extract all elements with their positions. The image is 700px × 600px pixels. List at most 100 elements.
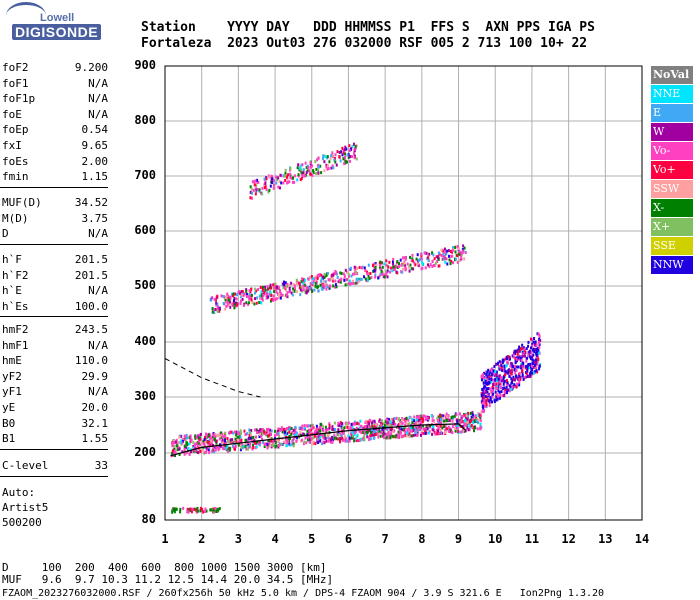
echo-point — [292, 428, 295, 432]
echo-point — [395, 264, 398, 268]
echo-point — [248, 296, 251, 300]
echo-point — [222, 447, 225, 451]
echo-point — [386, 418, 389, 422]
echo-point — [321, 432, 324, 436]
echo-point — [235, 430, 238, 434]
echo-point — [526, 364, 529, 368]
echo-point — [532, 340, 535, 344]
echo-point — [216, 305, 219, 309]
echo-point — [347, 155, 350, 159]
echo-point — [253, 180, 256, 184]
echo-point — [411, 417, 414, 421]
echo-point — [518, 355, 521, 359]
echo-point — [413, 415, 416, 419]
echo-point — [518, 383, 521, 387]
echo-point — [267, 190, 270, 194]
echo-point — [233, 302, 236, 306]
echo-point — [479, 414, 482, 418]
echo-point — [416, 433, 419, 437]
echo-point — [347, 152, 350, 156]
echo-point — [373, 430, 376, 434]
legend-e: E — [651, 104, 693, 122]
echo-point — [451, 250, 454, 254]
echo-point — [374, 275, 377, 279]
echo-point — [291, 293, 294, 297]
echo-point — [396, 265, 399, 269]
echo-point — [207, 440, 210, 444]
echo-point — [283, 283, 286, 287]
echo-point — [384, 420, 387, 424]
echo-point — [426, 416, 429, 420]
echo-point — [189, 507, 192, 511]
echo-point — [226, 292, 229, 296]
echo-point — [226, 301, 229, 305]
echo-point — [538, 341, 541, 345]
echo-point — [186, 509, 189, 513]
echo-point — [483, 371, 486, 375]
echo-point — [254, 428, 257, 432]
echo-point — [442, 419, 445, 423]
echo-point — [447, 418, 450, 422]
echo-point — [408, 415, 411, 419]
echo-point — [344, 439, 347, 443]
echo-point — [334, 153, 337, 157]
echo-point — [250, 298, 253, 302]
echo-point — [532, 359, 535, 363]
echo-point — [371, 424, 374, 428]
param-value: 100.0 — [74, 299, 108, 313]
echo-point — [254, 287, 257, 291]
echo-point — [314, 284, 317, 288]
echo-point — [171, 444, 174, 448]
echo-point — [197, 439, 200, 443]
echo-point — [237, 436, 240, 440]
echo-point — [235, 433, 238, 437]
echo-point — [396, 260, 399, 264]
echo-point — [454, 257, 457, 261]
echo-point — [315, 167, 318, 171]
echo-point — [285, 175, 288, 179]
footer-file-info: FZAOM_2023276032000.RSF / 260fx256h 50 k… — [2, 588, 605, 599]
echo-point — [300, 279, 303, 283]
echo-point — [238, 431, 241, 435]
echo-point — [436, 416, 439, 420]
echo-point — [390, 422, 393, 426]
echo-point — [259, 432, 262, 436]
echo-point — [366, 435, 369, 439]
echo-point — [446, 262, 449, 266]
echo-point — [321, 287, 324, 291]
echo-point — [238, 440, 241, 444]
echo-point — [500, 390, 503, 394]
echo-point — [215, 509, 218, 513]
echo-point — [330, 154, 333, 158]
echo-point — [251, 436, 254, 440]
echo-point — [280, 427, 283, 431]
echo-point — [247, 302, 250, 306]
param-he: h`E N/A — [2, 283, 108, 298]
echo-point — [351, 426, 354, 430]
echo-point — [359, 277, 362, 281]
echo-point — [274, 429, 277, 433]
echo-point — [231, 438, 234, 442]
echo-point — [333, 421, 336, 425]
echo-point — [312, 442, 315, 446]
echo-point — [262, 293, 265, 297]
echo-point — [333, 271, 336, 275]
echo-point — [403, 261, 406, 265]
echo-point — [371, 426, 374, 430]
echo-point — [250, 436, 253, 440]
echo-point — [463, 422, 466, 426]
echo-point — [260, 434, 263, 438]
echo-point — [448, 258, 451, 262]
echo-point — [328, 278, 331, 282]
param-hmf2: hmF2 243.5 — [2, 322, 108, 337]
echo-point — [498, 374, 501, 378]
echo-point — [241, 289, 244, 293]
echo-point — [533, 337, 536, 341]
echo-point — [233, 296, 236, 300]
echo-point — [257, 440, 260, 444]
echo-point — [533, 370, 536, 374]
echo-point — [286, 177, 289, 181]
echo-point — [503, 390, 506, 394]
echo-point — [502, 376, 505, 380]
echo-point — [527, 351, 530, 355]
